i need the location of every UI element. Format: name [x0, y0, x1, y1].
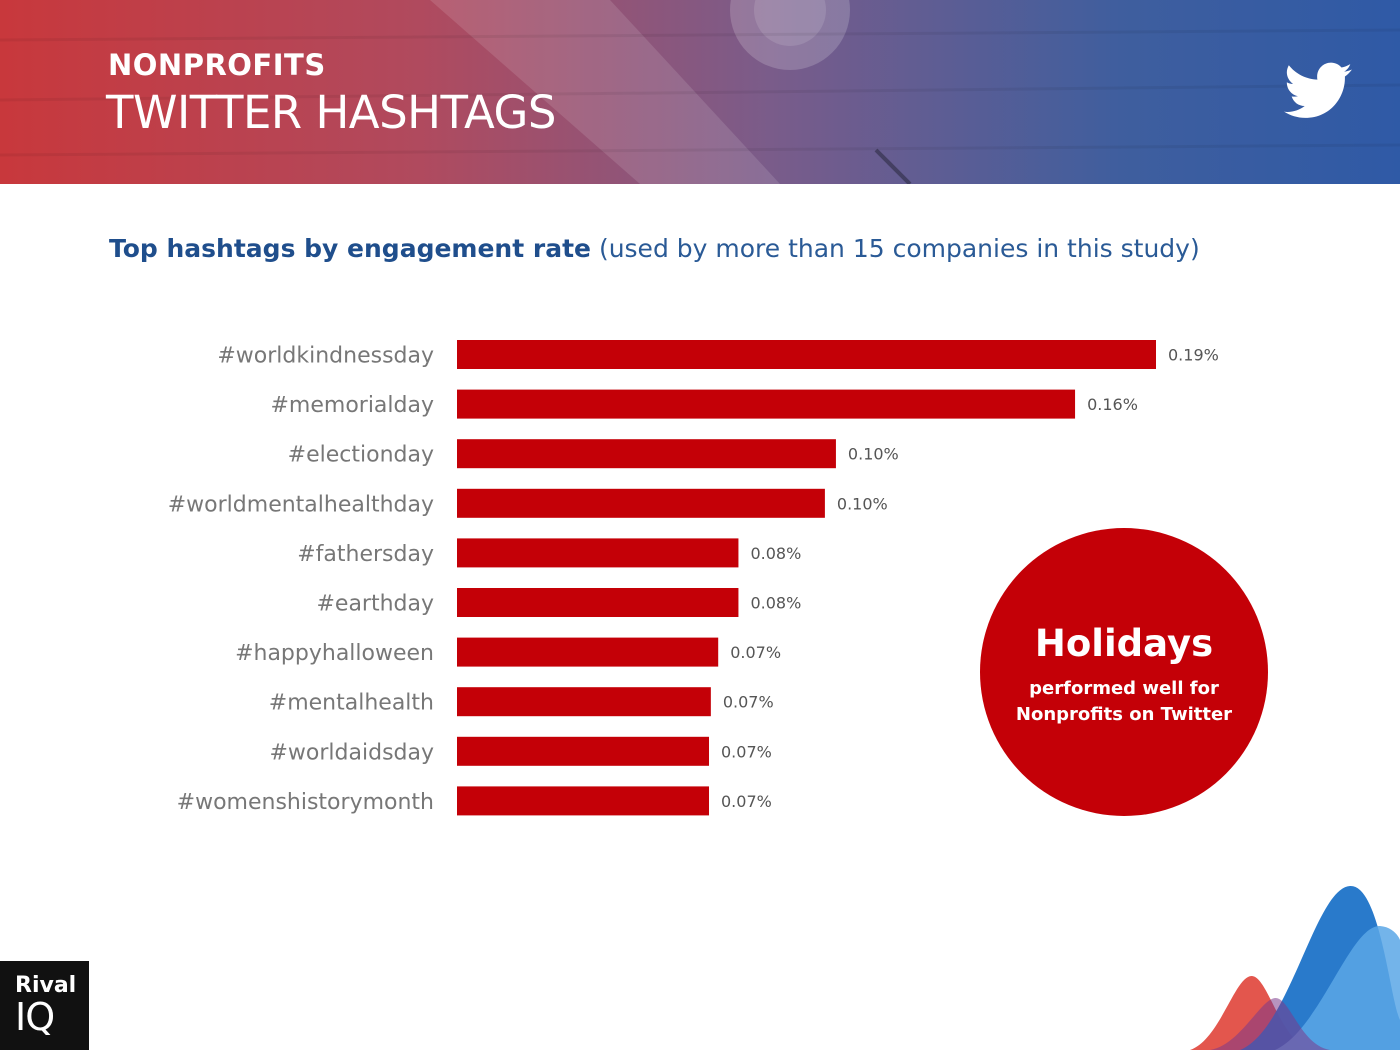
page-title: TWITTER HASHTAGS — [106, 86, 556, 139]
bar — [457, 637, 719, 667]
logo-text-rival: Rival — [15, 973, 77, 998]
subtitle-light: (used by more than 15 companies in this … — [598, 234, 1200, 263]
callout-text: performed well for Nonprofits on Twitter — [1015, 678, 1233, 725]
header-banner: NONPROFITS TWITTER HASHTAGS — [0, 0, 1400, 184]
bar — [457, 439, 836, 469]
category-label: #earthday — [316, 592, 434, 617]
bar — [457, 389, 1076, 419]
category-label: #worldkindnessday — [217, 344, 434, 369]
decorative-waves — [1190, 885, 1400, 1050]
bar — [457, 538, 739, 568]
value-label: 0.19% — [1168, 346, 1219, 365]
value-label: 0.07% — [721, 792, 772, 811]
value-label: 0.07% — [721, 742, 772, 761]
category-label: #worldaidsday — [270, 740, 435, 765]
bar — [457, 786, 710, 816]
value-label: 0.10% — [848, 445, 899, 464]
value-label: 0.10% — [837, 494, 888, 513]
holidays-callout: Holidays performed well for Nonprofits o… — [980, 528, 1268, 816]
bar — [457, 736, 710, 766]
bar — [457, 488, 825, 518]
section-eyebrow: NONPROFITS — [108, 48, 326, 82]
subtitle-strong: Top hashtags by engagement rate — [109, 234, 591, 263]
category-label: #memorialday — [270, 393, 434, 418]
rival-iq-logo: Rival IQ — [0, 961, 89, 1050]
callout-title: Holidays — [1034, 622, 1214, 665]
value-label: 0.08% — [750, 544, 801, 563]
chart-subtitle: Top hashtags by engagement rate (used by… — [109, 234, 1200, 263]
header-texture — [0, 0, 1400, 184]
category-label: #electionday — [288, 443, 434, 468]
bar — [457, 340, 1156, 369]
category-label: #mentalhealth — [269, 691, 434, 716]
value-label: 0.16% — [1087, 395, 1138, 414]
twitter-bird-icon — [1284, 62, 1352, 118]
category-label: #happyhalloween — [235, 641, 434, 666]
category-label: #womenshistorymonth — [177, 790, 434, 815]
category-label: #worldmentalhealthday — [168, 492, 434, 517]
value-label: 0.08% — [750, 594, 801, 613]
logo-text-iq: IQ — [15, 995, 55, 1039]
value-label: 0.07% — [723, 693, 774, 712]
hashtag-bar-chart: #worldkindnessday 0.19% #memorialday 0.16% #… — [168, 340, 1219, 816]
category-label: #fathersday — [297, 542, 434, 567]
bar — [457, 588, 739, 617]
value-label: 0.07% — [730, 643, 781, 662]
bar — [457, 687, 711, 717]
